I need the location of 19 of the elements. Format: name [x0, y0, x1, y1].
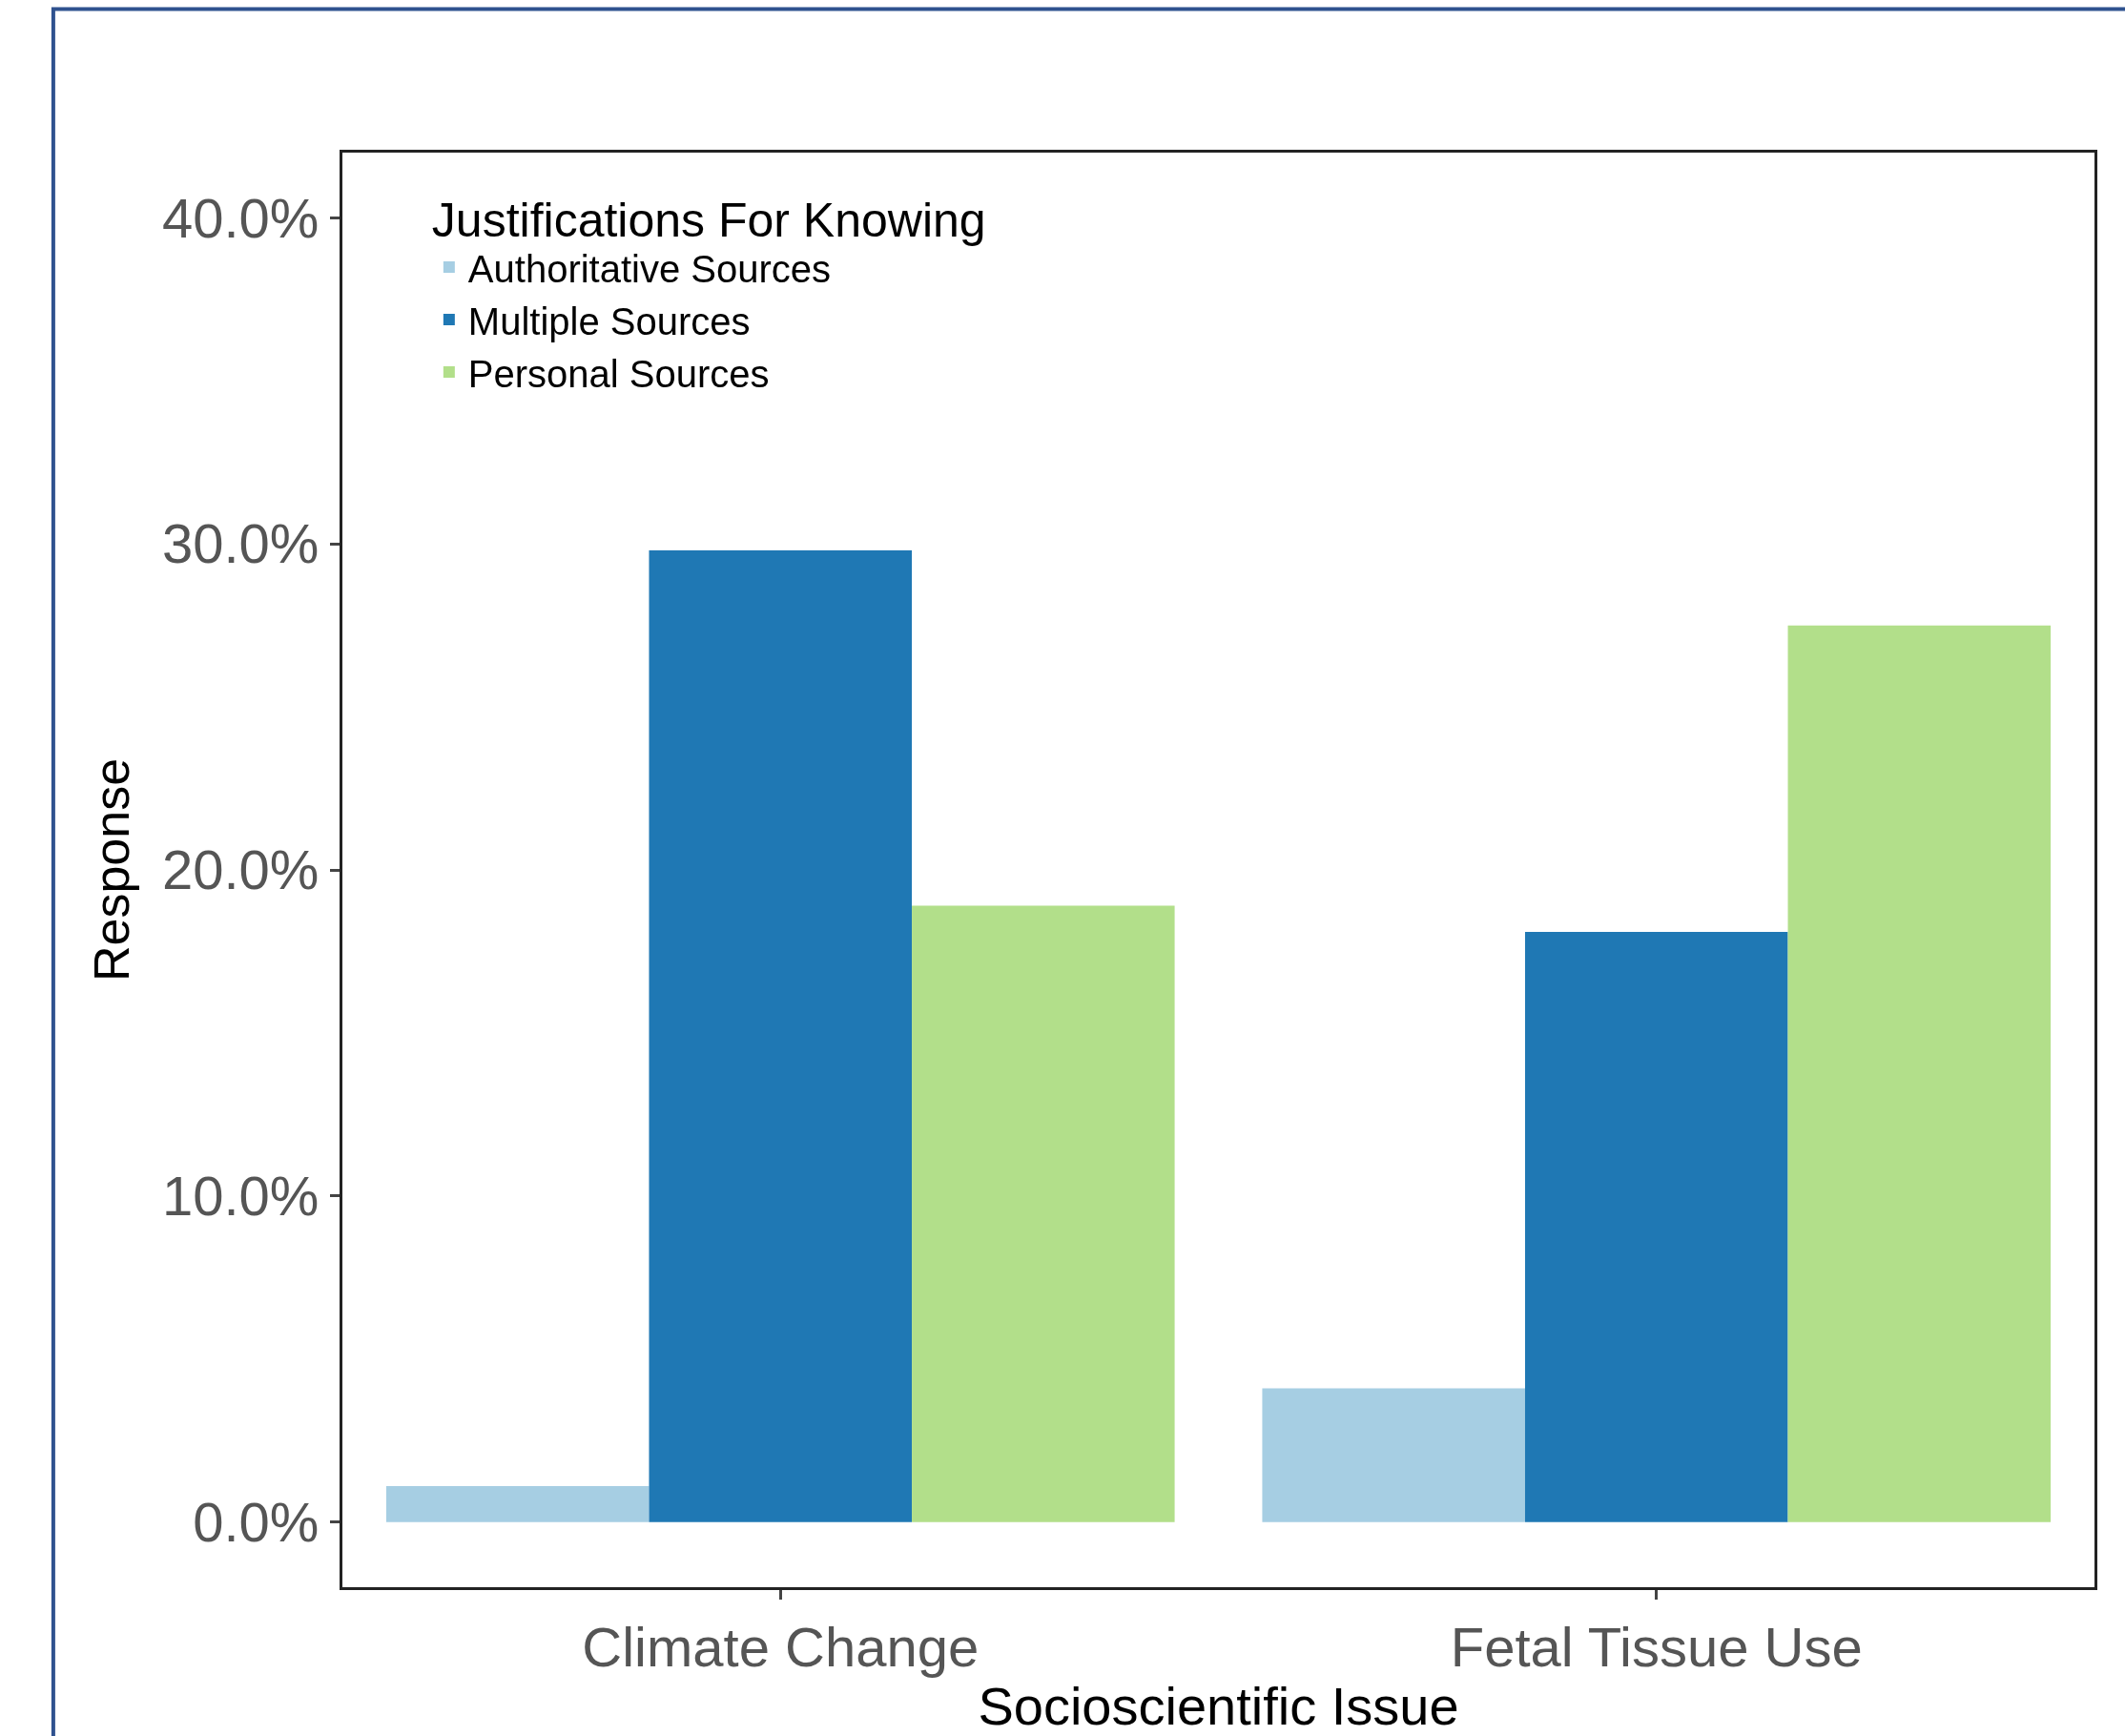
bar	[1524, 931, 1788, 1522]
bar	[1787, 625, 2052, 1522]
y-tick-label: 20.0%	[161, 838, 320, 901]
bar	[385, 1486, 650, 1522]
bar	[649, 550, 913, 1522]
y-tick-label: 0.0%	[193, 1490, 320, 1553]
x-tick-label: Climate Change	[582, 1615, 980, 1678]
legend-label: Personal Sources	[467, 352, 770, 395]
x-axis-title: Socioscientific Issue	[978, 1676, 1459, 1736]
y-axis-title: Response	[84, 757, 140, 982]
y-tick-label: 40.0%	[161, 186, 320, 249]
y-tick-label: 30.0%	[161, 512, 320, 575]
y-tick-label: 10.0%	[161, 1165, 320, 1228]
x-tick-label: Fetal Tissue Use	[1450, 1615, 1863, 1678]
legend-title: Justifications For Knowing	[431, 193, 986, 247]
bar	[912, 905, 1175, 1522]
legend-label: Authoritative Sources	[467, 247, 832, 290]
bar	[1262, 1388, 1525, 1522]
legend-label: Multiple Sources	[467, 300, 751, 342]
